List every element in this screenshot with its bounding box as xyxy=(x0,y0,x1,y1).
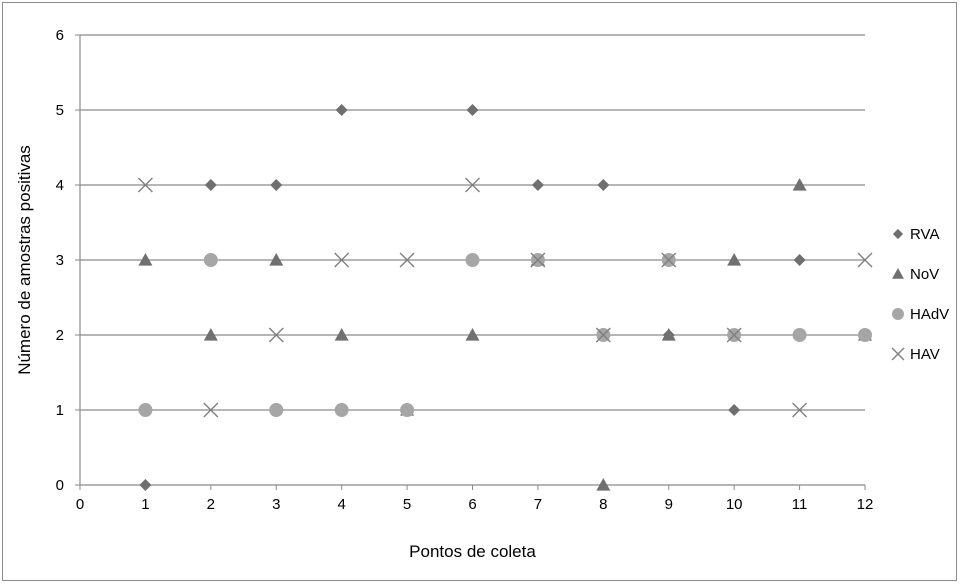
point-rva-3 xyxy=(270,179,283,191)
x-tick-label-2: 2 xyxy=(207,496,215,513)
legend-marker-rva xyxy=(892,228,904,240)
point-rva-7 xyxy=(531,179,544,191)
legend-label-rva: RVA xyxy=(910,226,939,243)
point-rva-4 xyxy=(335,104,348,116)
point-hadv-6 xyxy=(465,253,480,267)
point-hav-6 xyxy=(465,177,480,193)
x-tick-label-5: 5 xyxy=(403,496,411,513)
legend-label-nov: NoV xyxy=(910,266,939,283)
series-rva xyxy=(139,104,871,491)
x-tick-label-9: 9 xyxy=(665,496,673,513)
point-rva-10 xyxy=(728,404,741,416)
point-rva-11 xyxy=(793,254,806,266)
y-tick-label-3: 3 xyxy=(56,252,64,269)
point-nov-2 xyxy=(203,328,218,341)
legend-marker-hav xyxy=(891,347,905,361)
point-nov-1 xyxy=(138,253,153,266)
point-nov-3 xyxy=(269,253,284,266)
legend-label-hadv: HAdV xyxy=(910,306,949,323)
y-axis-title: Número de amostras positivas xyxy=(15,145,34,375)
point-hav-7 xyxy=(530,252,546,268)
y-tick-label-0: 0 xyxy=(56,477,64,494)
x-tick-label-4: 4 xyxy=(337,496,345,513)
point-hav-12 xyxy=(857,252,873,268)
x-tick-label-12: 12 xyxy=(857,496,874,513)
point-hadv-5 xyxy=(400,403,415,417)
point-hadv-12 xyxy=(858,328,872,342)
x-tick-label-1: 1 xyxy=(141,496,149,513)
x-tick-label-8: 8 xyxy=(599,496,607,513)
point-hadv-11 xyxy=(792,328,807,342)
point-rva-2 xyxy=(204,179,217,191)
point-hav-9 xyxy=(661,252,677,268)
data-points xyxy=(137,104,873,491)
point-nov-11 xyxy=(792,178,807,191)
gridlines xyxy=(80,34,865,411)
point-hav-10 xyxy=(726,327,742,343)
y-tick-label-4: 4 xyxy=(56,177,64,194)
point-hadv-1 xyxy=(138,403,153,417)
y-tick-label-1: 1 xyxy=(56,402,64,419)
point-hav-3 xyxy=(268,327,284,343)
x-tick-label-7: 7 xyxy=(534,496,542,513)
point-hadv-4 xyxy=(334,403,349,417)
point-hav-5 xyxy=(399,252,415,268)
point-hav-4 xyxy=(334,252,350,268)
point-nov-4 xyxy=(334,328,349,341)
y-tick-label-6: 6 xyxy=(56,27,64,44)
legend: RVA NoV HAdV HAV xyxy=(891,226,949,363)
point-hav-11 xyxy=(792,402,808,418)
point-nov-8 xyxy=(596,478,611,491)
series-hav xyxy=(137,177,873,418)
legend-marker-nov xyxy=(892,268,904,279)
x-tick-label-0: 0 xyxy=(76,496,84,513)
x-tick-label-6: 6 xyxy=(468,496,476,513)
x-axis-title: Pontos de coleta xyxy=(409,542,536,561)
y-tick-label-5: 5 xyxy=(56,102,64,119)
point-rva-8 xyxy=(597,179,610,191)
point-rva-6 xyxy=(466,104,479,116)
point-hav-8 xyxy=(595,327,611,343)
point-hadv-2 xyxy=(203,253,218,267)
legend-label-hav: HAV xyxy=(910,346,940,363)
point-nov-9 xyxy=(661,328,676,341)
x-tick-label-3: 3 xyxy=(272,496,280,513)
point-rva-1 xyxy=(139,479,152,491)
point-hav-1 xyxy=(137,177,153,193)
series-nov xyxy=(138,178,872,491)
point-hadv-3 xyxy=(269,403,284,417)
point-nov-10 xyxy=(727,253,742,266)
point-nov-6 xyxy=(465,328,480,341)
legend-marker-hadv xyxy=(892,308,904,320)
x-tick-label-10: 10 xyxy=(726,496,743,513)
point-hav-2 xyxy=(203,402,219,418)
x-tick-label-11: 11 xyxy=(792,496,808,513)
y-tick-label-2: 2 xyxy=(56,327,64,344)
